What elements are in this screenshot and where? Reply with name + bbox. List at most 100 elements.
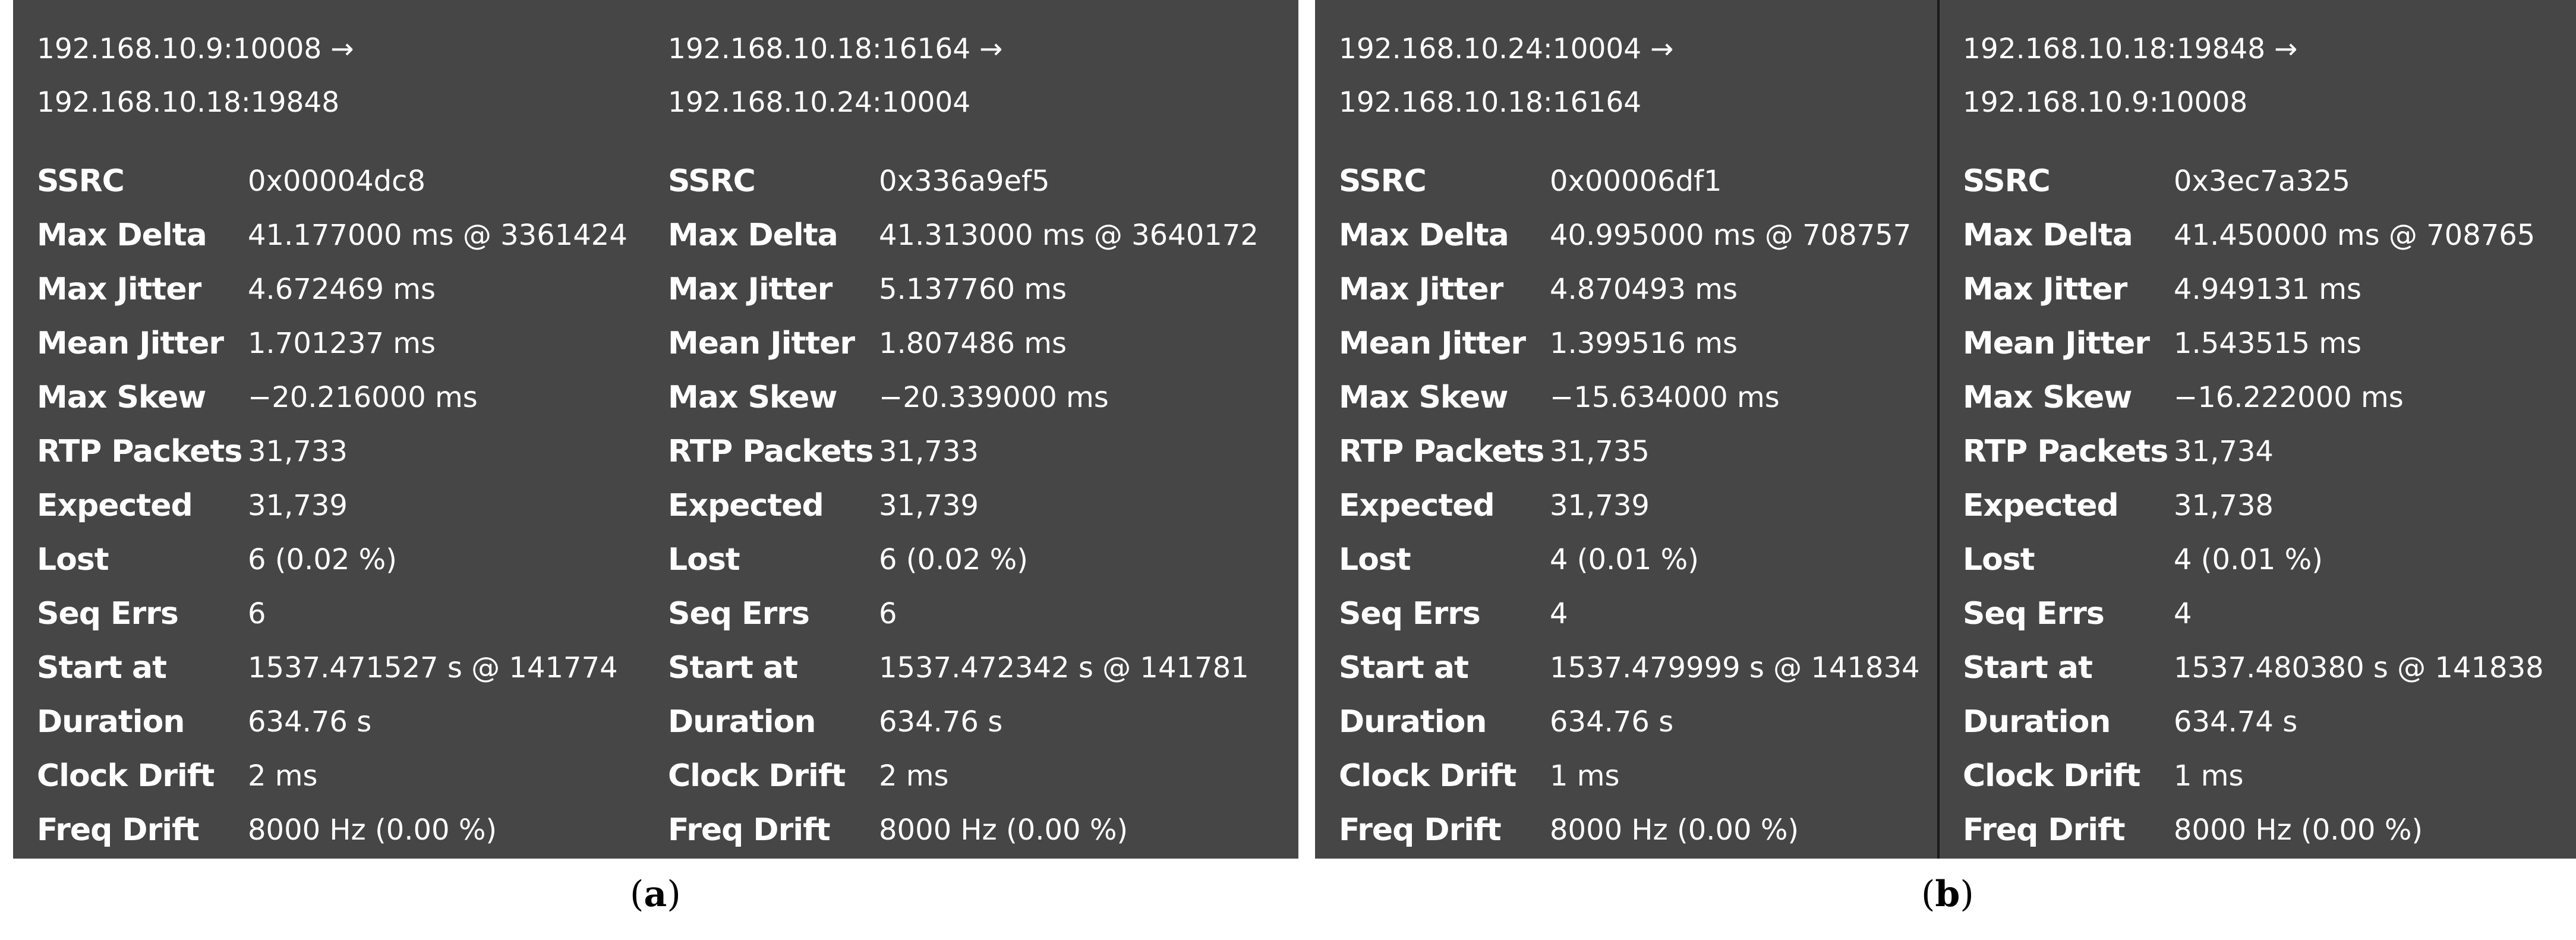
stat-value: 31,738 xyxy=(2174,489,2274,522)
stat-value: 4 (0.01 %) xyxy=(1550,543,1699,576)
stat-label: SSRC xyxy=(37,163,125,199)
stat-value: 1537.479999 s @ 141834 xyxy=(1550,651,1920,685)
stat-value: 0x00006df1 xyxy=(1550,165,1722,198)
stat-label: Expected xyxy=(1339,488,1495,523)
stat-label: Clock Drift xyxy=(1963,758,2140,794)
stat-label: Seq Errs xyxy=(1963,596,2105,632)
stat-value: 6 (0.02 %) xyxy=(248,543,397,576)
stat-label: Clock Drift xyxy=(1339,758,1516,794)
stat-value: 5.137760 ms xyxy=(879,273,1067,306)
stat-value: 8000 Hz (0.00 %) xyxy=(2174,813,2423,847)
stat-value: 1537.472342 s @ 141781 xyxy=(879,651,1249,685)
stat-value: 634.76 s xyxy=(1550,705,1674,739)
stat-label: Freq Drift xyxy=(37,812,200,848)
stat-value: 0x3ec7a325 xyxy=(2174,165,2350,198)
stat-label: Start at xyxy=(1339,650,1469,686)
stat-label: SSRC xyxy=(1339,163,1427,199)
stream-destination: 192.168.10.18:16164 xyxy=(1339,86,1642,119)
stat-label: Clock Drift xyxy=(668,758,846,794)
stat-label: Clock Drift xyxy=(37,758,215,794)
stat-value: 634.74 s xyxy=(2174,705,2298,739)
stream-source: 192.168.10.18:16164 → xyxy=(668,33,1003,65)
stat-label: Lost xyxy=(668,542,740,578)
stat-label: Duration xyxy=(1339,704,1487,740)
rtp-stream-analysis-panel: 192.168.10.9:10008 → 192.168.10.18:19848… xyxy=(13,0,1298,859)
stat-label: Duration xyxy=(37,704,185,740)
stat-value: 4.672469 ms xyxy=(248,273,436,306)
stat-value: 8000 Hz (0.00 %) xyxy=(879,813,1128,847)
caption-letter: a xyxy=(644,873,667,915)
stat-label: Max Delta xyxy=(37,217,207,253)
stat-label: Expected xyxy=(1963,488,2119,523)
stat-value: 1 ms xyxy=(1550,759,1620,793)
stream-column: 192.168.10.18:19848 → 192.168.10.9:10008… xyxy=(1939,0,2576,859)
stat-value: 0x336a9ef5 xyxy=(879,165,1050,198)
stat-value: 31,733 xyxy=(879,435,979,468)
stream-source: 192.168.10.18:19848 → xyxy=(1963,33,2298,65)
stat-value: 2 ms xyxy=(248,759,318,793)
stat-value: 41.177000 ms @ 3361424 xyxy=(248,219,628,252)
stat-label: Mean Jitter xyxy=(37,326,224,361)
caption-open-paren: ( xyxy=(1921,873,1935,915)
stream-source: 192.168.10.24:10004 → xyxy=(1339,33,1674,65)
stat-value: 634.76 s xyxy=(879,705,1003,739)
stat-value: 6 (0.02 %) xyxy=(879,543,1028,576)
stat-label: Duration xyxy=(1963,704,2111,740)
stat-label: Seq Errs xyxy=(668,596,810,632)
stat-label: SSRC xyxy=(668,163,756,199)
stat-label: Mean Jitter xyxy=(1963,326,2150,361)
stat-label: RTP Packets xyxy=(37,434,242,469)
rtp-stream-analysis-panel: 192.168.10.24:10004 → 192.168.10.18:1616… xyxy=(1315,0,2576,859)
stat-label: Max Skew xyxy=(37,380,206,415)
stat-label: Max Skew xyxy=(668,380,837,415)
stat-value: 40.995000 ms @ 708757 xyxy=(1550,219,1912,252)
stat-value: 1537.471527 s @ 141774 xyxy=(248,651,618,685)
stat-value: 41.313000 ms @ 3640172 xyxy=(879,219,1259,252)
stream-endpoints: 192.168.10.18:19848 → 192.168.10.9:10008 xyxy=(1963,23,2298,130)
stat-value: 31,739 xyxy=(879,489,979,522)
stream-column: 192.168.10.9:10008 → 192.168.10.18:19848… xyxy=(13,0,643,859)
stream-source: 192.168.10.9:10008 → xyxy=(37,33,354,65)
stat-value: 1 ms xyxy=(2174,759,2244,793)
stat-label: Start at xyxy=(1963,650,2093,686)
stat-label: SSRC xyxy=(1963,163,2051,199)
stat-value: 1.807486 ms xyxy=(879,327,1067,360)
stat-label: Lost xyxy=(1963,542,2035,578)
stat-label: Max Skew xyxy=(1339,380,1508,415)
stat-value: 31,739 xyxy=(248,489,348,522)
stat-label: Seq Errs xyxy=(37,596,179,632)
stat-value: 31,734 xyxy=(2174,435,2274,468)
stat-label: Start at xyxy=(37,650,167,686)
stat-label: Lost xyxy=(1339,542,1411,578)
stat-value: 1.701237 ms xyxy=(248,327,436,360)
stat-value: 41.450000 ms @ 708765 xyxy=(2174,219,2536,252)
stat-value: 6 xyxy=(879,597,897,630)
stat-value: 4 (0.01 %) xyxy=(2174,543,2323,576)
figure-caption: (b) xyxy=(1921,870,1974,918)
stat-value: −20.339000 ms xyxy=(879,381,1109,414)
stat-value: −16.222000 ms xyxy=(2174,381,2404,414)
stat-value: 4.949131 ms xyxy=(2174,273,2362,306)
stream-column: 192.168.10.18:16164 → 192.168.10.24:1000… xyxy=(644,0,1298,859)
stat-label: Expected xyxy=(668,488,824,523)
stat-value: 0x00004dc8 xyxy=(248,165,426,198)
stat-label: Max Delta xyxy=(1339,217,1509,253)
stat-label: Max Jitter xyxy=(668,272,833,307)
stream-endpoints: 192.168.10.9:10008 → 192.168.10.18:19848 xyxy=(37,23,354,130)
stat-label: Max Jitter xyxy=(1339,272,1503,307)
stream-endpoints: 192.168.10.18:16164 → 192.168.10.24:1000… xyxy=(668,23,1003,130)
stat-value: 1537.480380 s @ 141838 xyxy=(2174,651,2544,685)
stat-value: 6 xyxy=(248,597,266,630)
stream-destination: 192.168.10.18:19848 xyxy=(37,86,340,119)
stat-label: Expected xyxy=(37,488,193,523)
stat-label: Lost xyxy=(37,542,109,578)
stat-value: 4.870493 ms xyxy=(1550,273,1738,306)
stat-label: RTP Packets xyxy=(1963,434,2168,469)
stat-value: 2 ms xyxy=(879,759,949,793)
stream-column: 192.168.10.24:10004 → 192.168.10.18:1616… xyxy=(1315,0,1938,859)
stat-label: RTP Packets xyxy=(1339,434,1544,469)
stat-label: Max Delta xyxy=(668,217,838,253)
stat-label: Seq Errs xyxy=(1339,596,1481,632)
stat-label: Freq Drift xyxy=(1339,812,1502,848)
stat-label: Start at xyxy=(668,650,798,686)
